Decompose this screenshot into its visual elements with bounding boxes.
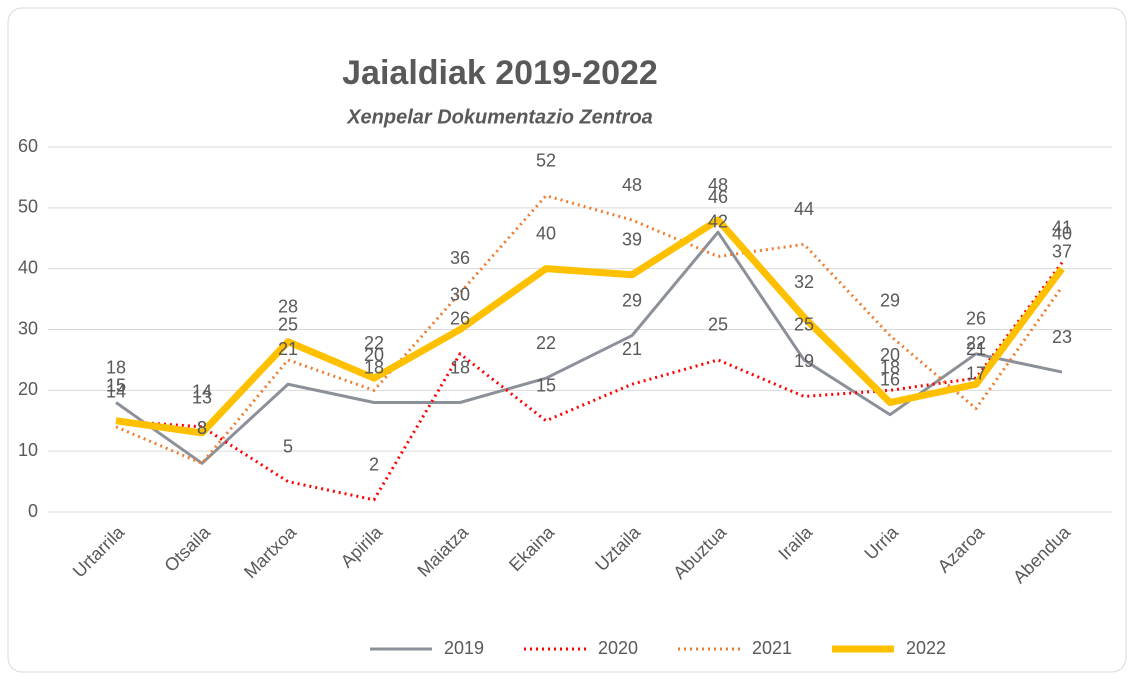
data-label: 22: [364, 333, 384, 353]
y-tick-label: 40: [18, 257, 38, 277]
chart-title: Jaialdiak 2019-2022: [342, 54, 658, 92]
series-line: [115, 194, 1064, 465]
data-label: 18: [450, 357, 470, 377]
data-label: 23: [1052, 327, 1072, 347]
legend-label: 2020: [598, 638, 638, 658]
data-label: 5: [283, 436, 293, 456]
data-label: 46: [708, 187, 728, 207]
data-label: 20: [364, 345, 384, 365]
data-label: 37: [1052, 242, 1072, 262]
data-label: 25: [278, 315, 298, 335]
series-line: [115, 261, 1064, 502]
data-label: 41: [1052, 217, 1072, 237]
legend-label: 2019: [444, 638, 484, 658]
data-label: 16: [880, 369, 900, 389]
y-tick-label: 10: [18, 440, 38, 460]
data-label: 48: [708, 175, 728, 195]
data-label: 26: [450, 309, 470, 329]
data-label: 30: [450, 284, 470, 304]
chart-frame: [7, 7, 1127, 673]
data-label: 15: [536, 376, 556, 396]
data-label: 52: [536, 150, 556, 170]
data-label: 8: [197, 418, 207, 438]
series-line: [115, 230, 1063, 465]
data-label: 21: [278, 339, 298, 359]
data-label: 19: [794, 351, 814, 371]
data-label: 25: [794, 315, 814, 335]
data-label: 18: [364, 357, 384, 377]
chart-subtitle: Xenpelar Dokumentazio Zentroa: [346, 106, 653, 128]
data-label: 25: [708, 315, 728, 335]
data-label: 36: [450, 248, 470, 268]
data-label: 42: [708, 211, 728, 231]
legend-label: 2022: [906, 638, 946, 658]
data-label: 8: [197, 418, 207, 438]
y-tick-label: 20: [18, 379, 38, 399]
data-label: 29: [622, 290, 642, 310]
data-label: 14: [106, 382, 126, 402]
data-label: 29: [880, 290, 900, 310]
data-label: 17: [966, 363, 986, 383]
data-label: 13: [192, 388, 212, 408]
data-label: 28: [278, 296, 298, 316]
data-label: 21: [622, 339, 642, 359]
y-tick-label: 60: [18, 136, 38, 156]
data-label: 48: [622, 175, 642, 195]
series-line: [115, 216, 1065, 437]
data-label: 15: [106, 376, 126, 396]
y-tick-label: 30: [18, 318, 38, 338]
legend-label: 2021: [752, 638, 792, 658]
data-label: 40: [536, 223, 556, 243]
y-tick-label: 0: [28, 501, 38, 521]
data-label: 2: [369, 455, 379, 475]
data-label: 44: [794, 199, 814, 219]
data-label: 32: [794, 272, 814, 292]
data-label: 18: [880, 357, 900, 377]
data-label: 26: [966, 309, 986, 329]
data-label: 21: [966, 339, 986, 359]
data-label: 18: [106, 357, 126, 377]
data-label: 22: [536, 333, 556, 353]
y-tick-label: 50: [18, 197, 38, 217]
data-label: 15: [106, 376, 126, 396]
data-label: 14: [192, 382, 212, 402]
data-label: 22: [966, 333, 986, 353]
data-label: 20: [880, 345, 900, 365]
data-label: 39: [622, 230, 642, 250]
data-label: 40: [1052, 223, 1072, 243]
